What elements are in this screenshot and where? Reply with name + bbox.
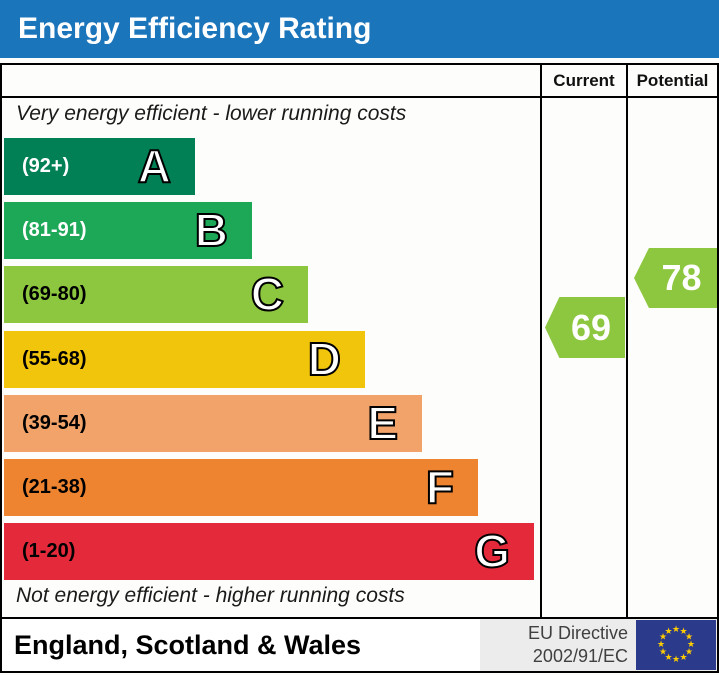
band-g-range: (1-20) xyxy=(22,540,76,562)
band-g-letter: G xyxy=(473,524,511,578)
band-a: (92+) A xyxy=(4,138,195,195)
band-b: (81-91) B xyxy=(4,202,252,259)
eu-flag-star: ★ xyxy=(684,631,694,642)
eu-flag-star: ★ xyxy=(684,646,694,657)
region-label: England, Scotland & Wales xyxy=(14,630,362,660)
band-e-range: (39-54) xyxy=(22,412,87,434)
eu-flag-star: ★ xyxy=(664,651,673,662)
eu-directive-line1: EU Directive xyxy=(527,623,628,643)
potential-rating-value: 78 xyxy=(661,257,702,298)
column-divider-current xyxy=(540,65,542,617)
current-rating-value: 69 xyxy=(570,306,612,348)
eu-directive-line2: 2002/91/EC xyxy=(532,646,628,666)
band-d: (55-68) D xyxy=(4,331,365,388)
band-e-letter: E xyxy=(366,396,399,450)
band-c-range: (69-80) xyxy=(22,283,87,305)
eu-flag-star: ★ xyxy=(659,646,668,657)
band-a-range: (92+) xyxy=(22,155,70,177)
header-separator xyxy=(2,96,717,98)
band-a-letter: A xyxy=(137,139,172,193)
column-header-current: Current xyxy=(553,71,615,90)
potential-rating-marker: 78 xyxy=(634,248,717,308)
eu-flag-star: ★ xyxy=(657,639,666,649)
eu-flag-star: ★ xyxy=(687,639,696,649)
eu-flag-star: ★ xyxy=(672,624,681,634)
caption-very-efficient: Very energy efficient - lower running co… xyxy=(16,102,407,125)
band-f-letter: F xyxy=(425,460,455,514)
caption-not-efficient: Not energy efficient - higher running co… xyxy=(16,584,405,607)
eu-directive-label: EU Directive 2002/91/EC xyxy=(470,622,628,668)
title-bar: Energy Efficiency Rating xyxy=(0,0,719,58)
band-e: (39-54) E xyxy=(4,395,422,452)
band-d-letter: D xyxy=(307,332,342,386)
column-divider-potential xyxy=(626,65,628,617)
column-header-potential: Potential xyxy=(636,71,709,90)
eu-flag-star: ★ xyxy=(679,626,688,637)
eu-flag-star: ★ xyxy=(672,654,681,664)
current-rating-marker: 69 xyxy=(545,297,625,358)
band-f: (21-38) F xyxy=(4,459,478,516)
band-c: (69-80) C xyxy=(4,266,308,323)
band-b-letter: B xyxy=(194,203,229,257)
eu-flag-star: ★ xyxy=(659,631,668,642)
band-d-range: (55-68) xyxy=(22,348,87,370)
band-c-letter: C xyxy=(250,267,285,321)
band-b-range: (81-91) xyxy=(22,219,87,241)
band-f-range: (21-38) xyxy=(22,476,87,498)
eu-flag-star: ★ xyxy=(664,626,673,637)
band-g: (1-20) G xyxy=(4,523,534,580)
eu-flag-star: ★ xyxy=(679,651,688,662)
page-title: Energy Efficiency Rating xyxy=(18,12,372,45)
eu-flag-icon: ★ ★ ★ ★ ★ ★ ★ ★ ★ ★ ★ ★ xyxy=(636,620,716,670)
